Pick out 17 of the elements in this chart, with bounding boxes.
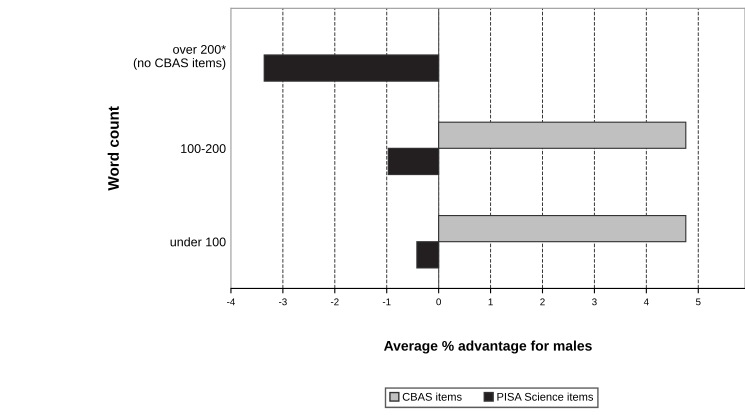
y-tick-label: under 100 (170, 237, 226, 246)
legend-label: PISA Science items (497, 392, 594, 401)
x-tick-label: 2 (540, 298, 545, 306)
legend-label: CBAS items (402, 392, 462, 401)
x-tick-label: -4 (227, 298, 235, 306)
x-axis-title: Average % advantage for males (384, 340, 592, 354)
x-tick-label: 4 (644, 298, 649, 306)
y-tick-label: 100-200 (181, 144, 226, 154)
x-tick-label: -3 (278, 298, 287, 306)
x-tick-label: 1 (488, 298, 493, 306)
x-tick-label: -2 (330, 298, 339, 306)
x-tick-label: 5 (696, 298, 701, 306)
x-tick-label: -1 (382, 298, 391, 306)
y-axis-title: Word count (108, 106, 119, 191)
y-tick-label: over 200* (no CBAS items) (134, 44, 226, 70)
x-tick-label: 3 (592, 298, 597, 306)
x-tick-label: 0 (436, 298, 441, 306)
